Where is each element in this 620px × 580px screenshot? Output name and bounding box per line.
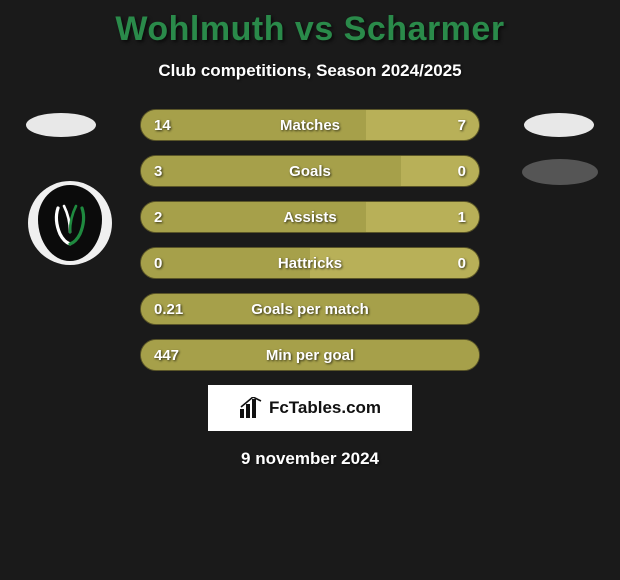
footer-date: 9 november 2024 [0,449,620,469]
stat-row: 2Assists1 [0,201,620,233]
stats-area: 14Matches7 3Goals0 2Assists1 0Hattricks0 0.2… [0,109,620,371]
stat-bar-right-fill [401,156,479,186]
stat-bar-left-fill [141,202,366,232]
stat-bar-left-fill [141,110,366,140]
stat-bar-track [140,201,480,233]
stat-row: 14Matches7 [0,109,620,141]
stat-row: 447Min per goal [0,339,620,371]
stat-bar-left-fill [141,248,310,278]
stat-bar-track [140,155,480,187]
stat-bar-track [140,339,480,371]
stat-bar-track [140,109,480,141]
stat-row: 0.21Goals per match [0,293,620,325]
brand-logo[interactable]: FcTables.com [208,385,412,431]
stat-bar-track [140,293,480,325]
stat-row: 0Hattricks0 [0,247,620,279]
subtitle: Club competitions, Season 2024/2025 [0,61,620,81]
stat-bar-left-fill [141,340,479,370]
stat-row: 3Goals0 [0,155,620,187]
chart-icon [239,397,263,419]
stat-bar-right-fill [366,110,479,140]
stat-bar-right-fill [366,202,479,232]
stat-bar-right-fill [310,248,479,278]
stat-bar-left-fill [141,156,401,186]
stat-bar-left-fill [141,294,479,324]
page-title: Wohlmuth vs Scharmer [0,0,620,49]
brand-text: FcTables.com [269,398,381,418]
stat-bar-track [140,247,480,279]
